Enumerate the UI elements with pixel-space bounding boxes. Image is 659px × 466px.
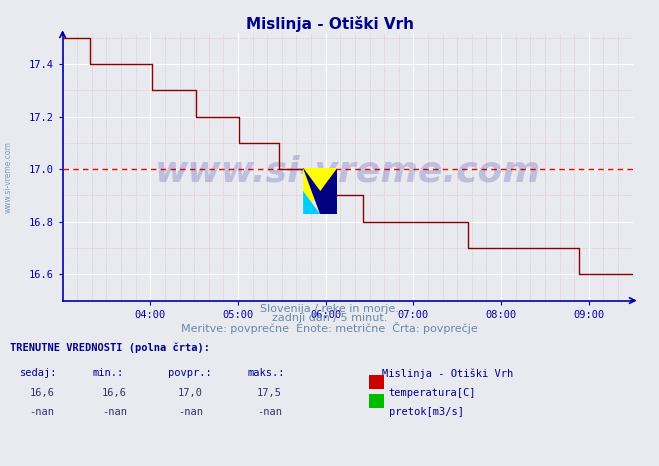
Text: www.si-vreme.com: www.si-vreme.com (3, 141, 13, 213)
Polygon shape (303, 191, 320, 214)
Text: TRENUTNE VREDNOSTI (polna črta):: TRENUTNE VREDNOSTI (polna črta): (10, 343, 210, 353)
Text: maks.:: maks.: (247, 368, 285, 378)
Text: Mislinja - Otiški Vrh: Mislinja - Otiški Vrh (246, 16, 413, 32)
Text: povpr.:: povpr.: (168, 368, 212, 378)
Text: min.:: min.: (92, 368, 123, 378)
Text: 17,0: 17,0 (178, 388, 203, 397)
Text: -nan: -nan (178, 407, 203, 417)
Polygon shape (303, 168, 337, 214)
Polygon shape (303, 168, 337, 214)
Text: -nan: -nan (257, 407, 282, 417)
Text: Mislinja - Otiški Vrh: Mislinja - Otiški Vrh (382, 368, 513, 379)
Text: temperatura[C]: temperatura[C] (389, 388, 476, 397)
Text: pretok[m3/s]: pretok[m3/s] (389, 407, 464, 417)
Text: 16,6: 16,6 (102, 388, 127, 397)
Text: zadnji dan / 5 minut.: zadnji dan / 5 minut. (272, 313, 387, 323)
Text: 16,6: 16,6 (30, 388, 55, 397)
Text: 17,5: 17,5 (257, 388, 282, 397)
Text: -nan: -nan (102, 407, 127, 417)
Text: Slovenija / reke in morje.: Slovenija / reke in morje. (260, 304, 399, 314)
Text: Meritve: povprečne  Enote: metrične  Črta: povprečje: Meritve: povprečne Enote: metrične Črta:… (181, 322, 478, 335)
Text: sedaj:: sedaj: (20, 368, 57, 378)
Polygon shape (303, 168, 337, 191)
Text: www.si-vreme.com: www.si-vreme.com (155, 155, 540, 189)
Text: -nan: -nan (30, 407, 55, 417)
